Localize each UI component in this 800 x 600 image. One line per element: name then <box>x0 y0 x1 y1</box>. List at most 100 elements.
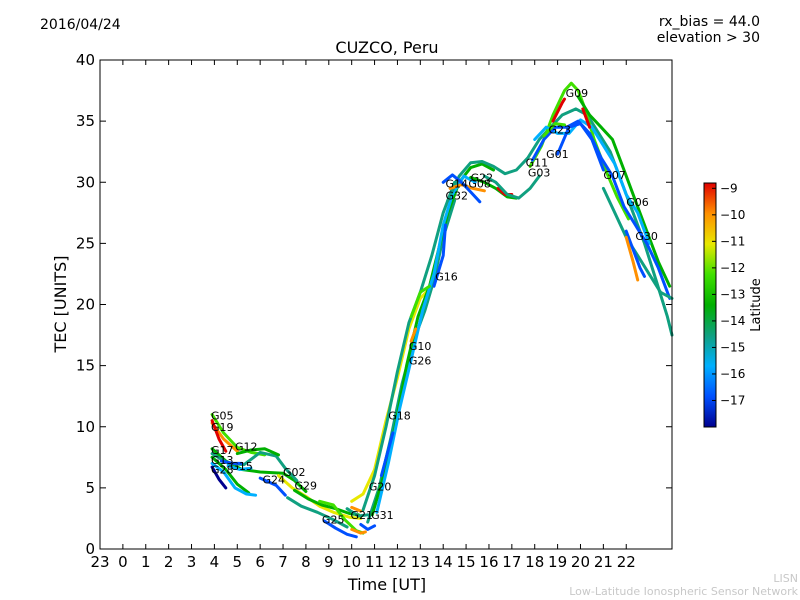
tec-track-4 <box>210 455 251 495</box>
tec-track-31 <box>528 81 630 221</box>
satellite-label-g03: G03 <box>528 166 551 179</box>
tec-track-26 <box>379 431 395 478</box>
x-tick-label: 6 <box>255 553 265 571</box>
satellite-label-g12: G12 <box>235 440 258 453</box>
tec-track-20 <box>350 505 363 513</box>
x-tick-label: 5 <box>233 553 243 571</box>
y-axis: 0 5 10 15 20 25 30 35 40 <box>76 51 672 558</box>
colorbar-tick-label: −11 <box>720 234 745 248</box>
satellite-label-g14: G14 <box>445 177 468 190</box>
y-tick-label: 35 <box>76 112 95 130</box>
tec-track-41 <box>441 173 482 204</box>
tec-track-14 <box>286 496 349 529</box>
colorbar-ticks: −17 −16 −15 −14 −13 −12 −11 −10 −9 <box>712 181 745 407</box>
x-tick-label: 15 <box>457 553 476 571</box>
x-tick-label: 3 <box>187 553 197 571</box>
y-tick-label: 0 <box>85 540 95 558</box>
satellite-label-g30: G30 <box>635 230 658 243</box>
footer-line1: LISN <box>773 572 798 585</box>
tec-track-18 <box>345 507 370 518</box>
tec-track-27 <box>432 223 447 288</box>
tec-track-28 <box>409 284 431 319</box>
tec-track-29 <box>409 327 418 343</box>
x-tick-label: 13 <box>411 553 430 571</box>
tec-track-39 <box>469 175 518 200</box>
tec-track-11 <box>258 476 287 497</box>
satellite-label-g26: G26 <box>409 355 432 368</box>
x-tick-label: 21 <box>594 553 613 571</box>
satellite-label-g08: G08 <box>468 177 491 190</box>
x-tick-label: 9 <box>324 553 334 571</box>
x-tick-label: 18 <box>525 553 544 571</box>
y-tick-label: 15 <box>76 357 95 375</box>
colorbar-tick-label: −17 <box>720 393 745 407</box>
x-tick-label: 0 <box>118 553 128 571</box>
date-label: 2016/04/24 <box>40 17 121 33</box>
x-tick-label: 16 <box>479 553 498 571</box>
tec-track-0 <box>210 413 267 457</box>
tec-track-10 <box>226 464 253 471</box>
tec-track-45 <box>581 107 592 129</box>
tec-track-15 <box>322 519 358 539</box>
tec-track-19 <box>359 523 377 531</box>
satellite-label-g32: G32 <box>445 190 468 203</box>
y-tick-label: 30 <box>76 173 95 191</box>
colorbar-tick-label: −16 <box>720 367 745 381</box>
tec-tracks <box>210 81 674 539</box>
x-axis-label: Time [UT] <box>347 575 426 594</box>
elevation-label: elevation > 30 <box>656 30 760 46</box>
x-tick-label: 20 <box>571 553 590 571</box>
tec-track-32 <box>576 95 672 288</box>
x-tick-label: 10 <box>342 553 361 571</box>
colorbar-tick-label: −9 <box>720 181 738 195</box>
tec-track-44 <box>551 97 566 123</box>
satellite-label-g19: G19 <box>211 421 234 434</box>
y-tick-label: 10 <box>76 418 95 436</box>
tec-track-8 <box>210 465 228 490</box>
tec-track-36 <box>601 186 674 300</box>
tec-track-2 <box>210 419 228 453</box>
colorbar-tick-label: −15 <box>720 340 745 354</box>
footer: LISN Low-Latitude Ionospheric Sensor Net… <box>569 572 798 598</box>
tec-track-7 <box>210 461 258 497</box>
tec-track-35 <box>556 122 605 172</box>
tec-track-6 <box>235 447 280 457</box>
satellite-label-g21: G21 <box>351 509 374 522</box>
satellite-label-g10: G10 <box>409 340 432 353</box>
tec-track-38 <box>624 235 640 282</box>
chart-title: CUZCO, Peru <box>335 38 439 57</box>
x-tick-label: 11 <box>365 553 384 571</box>
satellite-label-g31: G31 <box>371 509 394 522</box>
rx-bias-label: rx_bias = 44.0 <box>658 14 760 30</box>
satellite-label-g20: G20 <box>369 481 392 494</box>
y-tick-label: 20 <box>76 296 95 314</box>
satellite-label-g18: G18 <box>388 410 411 423</box>
satellite-label-g05: G05 <box>211 410 234 423</box>
x-tick-label: 4 <box>210 553 220 571</box>
y-tick-label: 40 <box>76 51 95 69</box>
tec-track-22 <box>361 180 457 512</box>
y-axis-label: TEC [UNITS] <box>51 256 70 354</box>
satellite-label-g28: G28 <box>211 464 234 477</box>
y-tick-label: 25 <box>76 234 95 252</box>
satellite-label-g17: G17 <box>211 444 234 457</box>
bias-info: rx_bias = 44.0 elevation > 30 <box>657 14 760 46</box>
satellite-label-g06: G06 <box>626 196 649 209</box>
x-tick-label: 8 <box>301 553 311 571</box>
tec-track-46 <box>542 122 566 138</box>
x-tick-label: 22 <box>617 553 636 571</box>
tec-track-12 <box>277 474 363 520</box>
colorbar-tick-label: −14 <box>720 314 745 328</box>
satellite-label-g23: G23 <box>548 124 571 137</box>
tec-track-33 <box>533 118 651 245</box>
footer-line2: Low-Latitude Ionospheric Sensor Network <box>569 585 798 598</box>
colorbar-tick-label: −10 <box>720 208 745 222</box>
satellite-label-g22: G22 <box>471 171 494 184</box>
tec-track-24 <box>370 162 495 517</box>
satellite-label-g16: G16 <box>435 270 458 283</box>
tec-track-37 <box>624 229 646 278</box>
satellite-label-g07: G07 <box>603 169 626 182</box>
satellite-label-g24: G24 <box>262 473 285 486</box>
